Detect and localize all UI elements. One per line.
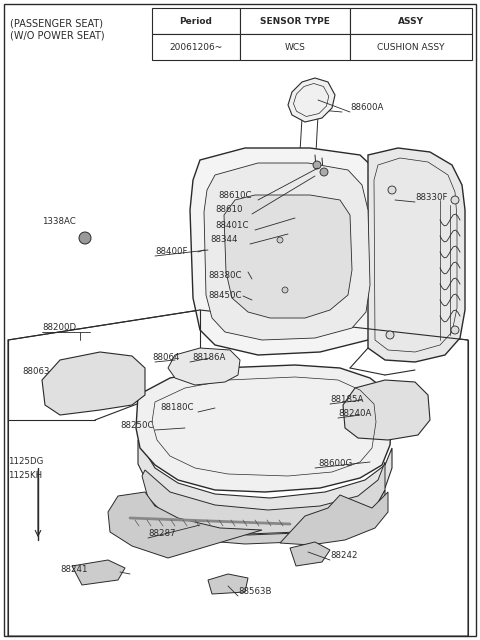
Text: 88330F: 88330F <box>415 193 447 202</box>
Text: 88450C: 88450C <box>208 291 241 301</box>
Circle shape <box>388 186 396 194</box>
Circle shape <box>313 161 321 169</box>
Circle shape <box>320 168 328 176</box>
Polygon shape <box>136 365 392 492</box>
Circle shape <box>451 196 459 204</box>
Text: WCS: WCS <box>285 42 305 51</box>
Text: 1125KH: 1125KH <box>8 470 42 479</box>
Polygon shape <box>204 163 370 340</box>
Text: 88610C: 88610C <box>218 191 252 200</box>
FancyBboxPatch shape <box>240 34 350 60</box>
Text: 88610: 88610 <box>215 205 242 214</box>
Text: 88240A: 88240A <box>338 410 372 419</box>
Text: 88242: 88242 <box>330 552 358 561</box>
Text: 88064: 88064 <box>152 353 180 362</box>
Text: ASSY: ASSY <box>398 17 424 26</box>
Polygon shape <box>280 492 388 545</box>
Text: 88180C: 88180C <box>160 403 193 413</box>
Text: 20061206~: 20061206~ <box>169 42 223 51</box>
Polygon shape <box>72 560 125 585</box>
Text: 88344: 88344 <box>210 236 238 244</box>
Text: 88400F: 88400F <box>155 248 188 257</box>
Polygon shape <box>168 348 240 385</box>
FancyBboxPatch shape <box>4 4 476 636</box>
FancyBboxPatch shape <box>152 8 240 34</box>
Text: 88563B: 88563B <box>238 588 272 596</box>
Text: 88063: 88063 <box>22 367 49 376</box>
Text: 88185A: 88185A <box>330 396 363 404</box>
Text: 88401C: 88401C <box>215 221 249 230</box>
FancyBboxPatch shape <box>240 8 350 34</box>
Text: 88241: 88241 <box>60 566 87 575</box>
Text: (PASSENGER SEAT): (PASSENGER SEAT) <box>10 18 103 28</box>
Polygon shape <box>343 380 430 440</box>
Text: 88600G: 88600G <box>318 460 352 468</box>
Polygon shape <box>368 148 465 362</box>
FancyBboxPatch shape <box>350 8 472 34</box>
Circle shape <box>282 287 288 293</box>
Text: 88250C: 88250C <box>120 422 154 431</box>
Text: 88186A: 88186A <box>192 353 226 362</box>
Polygon shape <box>138 440 392 516</box>
Polygon shape <box>142 462 385 534</box>
Polygon shape <box>42 352 145 415</box>
Circle shape <box>79 232 91 244</box>
Polygon shape <box>224 195 352 318</box>
Text: 1125DG: 1125DG <box>8 458 43 467</box>
Text: 88200D: 88200D <box>42 323 76 333</box>
Text: 88287: 88287 <box>148 529 176 538</box>
Text: CUSHION ASSY: CUSHION ASSY <box>377 42 445 51</box>
Circle shape <box>277 237 283 243</box>
Polygon shape <box>208 574 248 594</box>
Text: Period: Period <box>180 17 213 26</box>
Text: (W/O POWER SEAT): (W/O POWER SEAT) <box>10 30 105 40</box>
Text: 88600A: 88600A <box>350 104 384 113</box>
Polygon shape <box>140 490 385 544</box>
Polygon shape <box>108 492 262 558</box>
Polygon shape <box>290 542 330 566</box>
Text: 1338AC: 1338AC <box>42 218 76 227</box>
FancyBboxPatch shape <box>350 34 472 60</box>
Polygon shape <box>8 310 468 636</box>
Text: SENSOR TYPE: SENSOR TYPE <box>260 17 330 26</box>
Circle shape <box>386 331 394 339</box>
Circle shape <box>451 326 459 334</box>
FancyBboxPatch shape <box>152 34 240 60</box>
Polygon shape <box>190 148 388 355</box>
Polygon shape <box>288 78 335 122</box>
Text: 88380C: 88380C <box>208 271 241 280</box>
